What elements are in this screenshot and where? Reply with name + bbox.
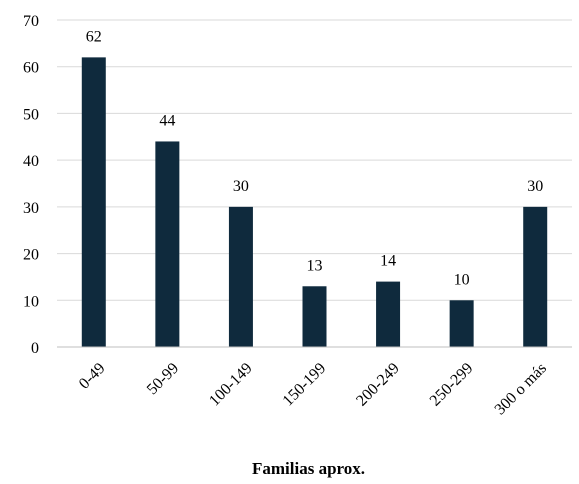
- y-tick-label: 60: [23, 60, 39, 77]
- x-axis-title: Familias aprox.: [252, 459, 365, 478]
- y-tick-label: 10: [23, 293, 39, 310]
- data-label: 44: [159, 112, 175, 129]
- bar: [449, 300, 474, 347]
- data-label: 10: [454, 271, 470, 288]
- bar: [523, 206, 548, 347]
- y-axis-ticks: 0 10 20 30 40 50 60 70: [23, 13, 39, 357]
- category-label: 150-199: [280, 360, 330, 410]
- category-label: 300 o más: [492, 360, 551, 419]
- bars: [81, 57, 548, 347]
- category-label: 0-49: [76, 360, 109, 393]
- y-tick-label: 70: [23, 13, 39, 30]
- data-label: 14: [380, 253, 396, 270]
- y-tick-label: 0: [31, 340, 39, 357]
- bar: [81, 57, 106, 347]
- data-label: 13: [307, 257, 323, 274]
- category-label: 200-249: [353, 360, 403, 410]
- data-label: 30: [233, 178, 249, 195]
- data-label: 62: [86, 28, 102, 45]
- y-tick-label: 40: [23, 153, 39, 170]
- y-tick-label: 50: [23, 106, 39, 123]
- category-label: 50-99: [144, 360, 182, 398]
- bar: [155, 141, 180, 347]
- y-tick-label: 30: [23, 200, 39, 217]
- gridlines: [57, 19, 572, 301]
- bar: [376, 281, 401, 347]
- bar: [228, 206, 253, 347]
- category-label: 100-149: [206, 360, 256, 410]
- data-label: 30: [527, 178, 543, 195]
- bar: [302, 286, 327, 347]
- data-labels: 62 44 30 13 14 10 30: [86, 28, 543, 288]
- y-tick-label: 20: [23, 247, 39, 264]
- category-labels: 0-49 50-99 100-149 150-199 200-249 250-299 300…: [76, 360, 550, 419]
- category-label: 250-299: [427, 360, 477, 410]
